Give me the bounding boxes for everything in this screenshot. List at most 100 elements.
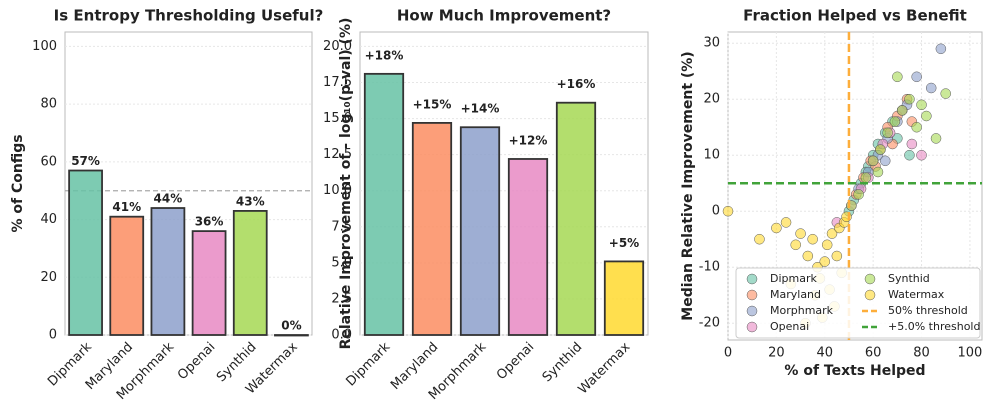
value-label: +15% xyxy=(413,97,452,111)
value-label: 44% xyxy=(154,192,183,206)
point xyxy=(802,250,814,262)
legend-label: 50% threshold xyxy=(888,304,968,317)
bar xyxy=(603,260,645,336)
x-tick-label: 100 xyxy=(957,346,982,361)
point xyxy=(807,233,818,245)
bar xyxy=(150,207,186,336)
point xyxy=(754,233,765,245)
y-axis-label: Relative Improvement of - log₁₀(p-val) (… xyxy=(338,18,354,350)
legend-swatch xyxy=(746,321,758,333)
point xyxy=(826,228,838,239)
point xyxy=(935,43,947,55)
value-label: 57% xyxy=(71,154,100,168)
value-label: 36% xyxy=(195,215,224,229)
bar xyxy=(232,210,268,336)
point xyxy=(916,149,927,161)
point xyxy=(930,133,942,144)
point xyxy=(771,222,782,234)
point xyxy=(896,105,908,116)
legend-label: Dipmark xyxy=(770,272,817,285)
bar xyxy=(191,230,227,336)
value-label: +16% xyxy=(557,77,596,91)
y-tick-label: 0.0 xyxy=(331,328,352,343)
legend-swatch xyxy=(746,273,758,285)
bar xyxy=(507,158,549,336)
chart-title: How Much Improvement? xyxy=(397,7,611,25)
value-label: +5% xyxy=(609,236,639,250)
bar xyxy=(68,169,103,336)
y-tick-label: 0 xyxy=(49,328,57,343)
point xyxy=(821,239,833,251)
x-tick-label: 0 xyxy=(724,346,732,361)
point xyxy=(882,127,893,139)
value-label: 0% xyxy=(281,319,301,333)
legend-box xyxy=(735,267,981,339)
y-tick-label: 5.0 xyxy=(331,255,352,270)
legend-swatch xyxy=(746,289,758,301)
legend-label: +5.0% threshold xyxy=(888,320,980,333)
bar xyxy=(363,72,405,336)
bar xyxy=(459,126,501,336)
point xyxy=(872,166,884,178)
chart-title: Fraction Helped vs Benefit xyxy=(743,7,967,25)
y-tick-label: 20 xyxy=(40,270,57,285)
y-tick-label: 7.5 xyxy=(331,219,352,234)
point xyxy=(906,138,918,150)
point xyxy=(879,155,891,167)
point xyxy=(925,82,937,94)
point xyxy=(911,121,922,133)
y-tick-label: 12.5 xyxy=(323,147,352,162)
point xyxy=(819,256,831,267)
point xyxy=(911,71,922,83)
value-label: 41% xyxy=(112,200,141,214)
y-tick-label: 10.0 xyxy=(323,183,352,198)
x-axis-label: % of Texts Helped xyxy=(784,363,925,379)
point xyxy=(904,93,915,105)
value-label: +18% xyxy=(365,48,404,62)
value-label: +14% xyxy=(461,102,500,116)
x-tick-label: Openai xyxy=(494,340,537,383)
x-tick-label: Watermax xyxy=(576,339,634,397)
y-tick-label: -10 xyxy=(699,260,720,275)
point xyxy=(904,149,915,161)
x-tick-label: Synthid xyxy=(540,340,586,386)
y-axis-label: % of Configs xyxy=(10,134,26,232)
y-tick-label: 80 xyxy=(40,97,57,112)
point xyxy=(831,250,843,262)
x-tick-label: 80 xyxy=(913,346,930,361)
value-label: +12% xyxy=(509,133,548,147)
point xyxy=(795,228,806,239)
legend-swatch xyxy=(864,289,876,301)
y-tick-label: 60 xyxy=(40,154,57,169)
point xyxy=(892,71,903,83)
point xyxy=(940,88,951,99)
point xyxy=(916,99,927,111)
point xyxy=(875,144,886,155)
y-tick-label: 20.0 xyxy=(323,39,352,54)
legend-label: Watermax xyxy=(888,288,945,301)
y-tick-label: 100 xyxy=(32,39,57,54)
y-tick-label: 10 xyxy=(703,148,720,163)
y-tick-label: 40 xyxy=(40,212,57,227)
y-tick-label: 0 xyxy=(712,204,720,219)
point xyxy=(853,189,864,200)
legend-label: Morphmark xyxy=(770,304,834,317)
point xyxy=(921,110,932,122)
bar xyxy=(274,334,309,337)
point xyxy=(889,116,901,127)
legend-swatch xyxy=(864,273,876,285)
plot-area xyxy=(64,31,313,336)
x-tick-label: 60 xyxy=(865,346,882,361)
x-tick-label: Openai xyxy=(175,340,218,383)
legend-label: Openai xyxy=(770,320,809,333)
legend-label: Maryland xyxy=(770,288,821,301)
point xyxy=(867,155,879,167)
legend-label: Synthid xyxy=(888,272,930,285)
point xyxy=(780,217,792,228)
y-tick-label: 15.0 xyxy=(323,111,352,126)
y-tick-label: 20 xyxy=(703,92,720,107)
point xyxy=(860,172,872,183)
y-axis-label: Median Relative Improvement (%) xyxy=(680,51,696,320)
bar xyxy=(109,215,145,336)
